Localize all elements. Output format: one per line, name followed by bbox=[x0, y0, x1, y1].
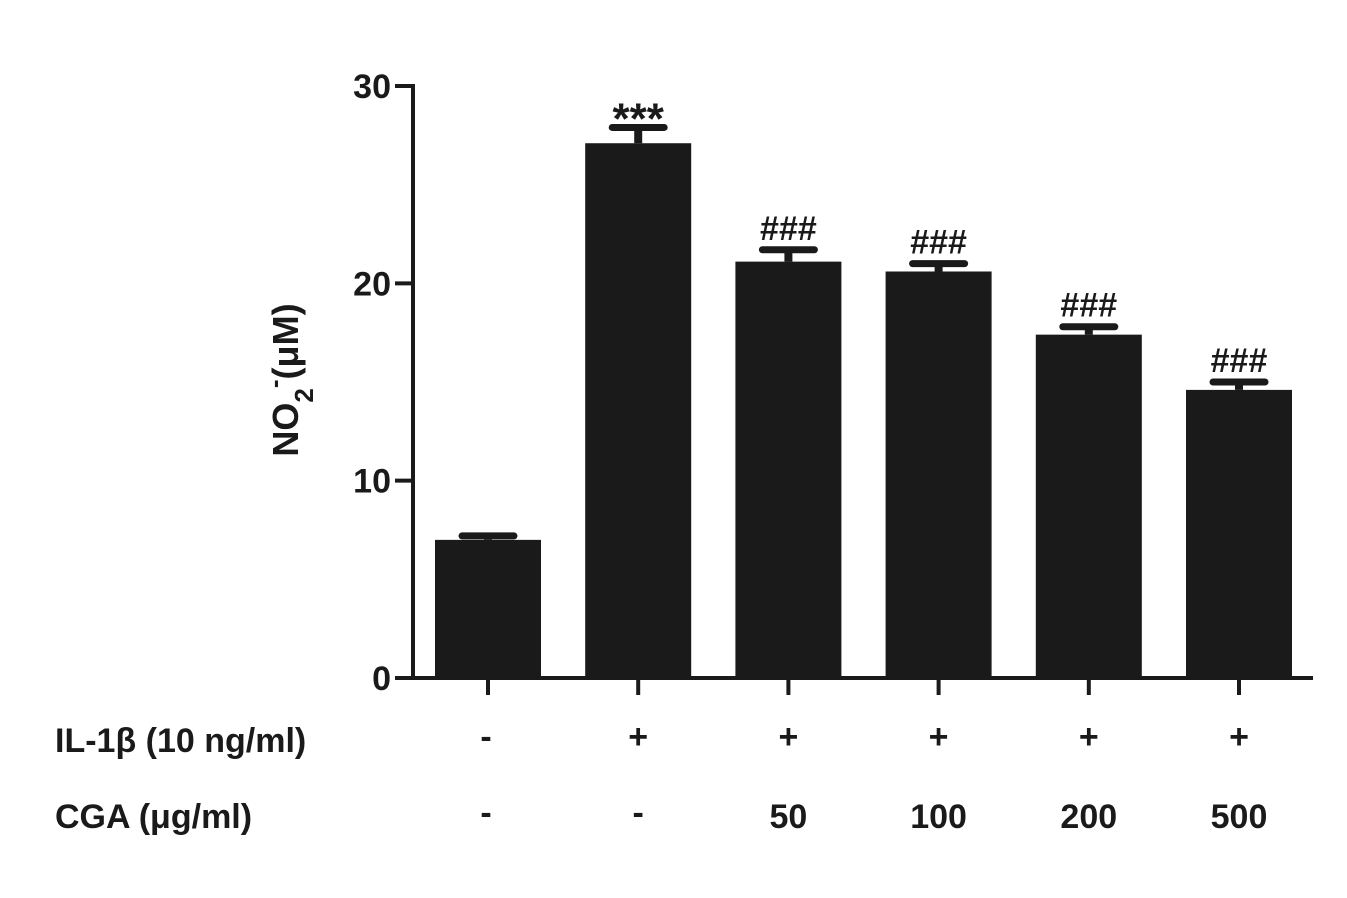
row-1-value-1: - bbox=[480, 718, 491, 756]
row-label-1: IL-1β (10 ng/ml) bbox=[55, 722, 306, 760]
error-bars-group bbox=[458, 123, 1269, 540]
row-2-value-2: - bbox=[633, 794, 644, 832]
row-1-value-3: + bbox=[778, 718, 798, 756]
bar-1 bbox=[435, 539, 541, 678]
row-1-value-4: + bbox=[929, 718, 949, 756]
axes-group: 0 10 20 30 bbox=[353, 68, 1313, 698]
row-1-value-2: + bbox=[628, 718, 648, 756]
significance-label-5: ### bbox=[1060, 287, 1117, 325]
bars-group bbox=[435, 143, 1292, 678]
significance-label-2: *** bbox=[613, 94, 665, 143]
significance-label-4: ### bbox=[910, 224, 967, 262]
y-tick-label-0: 0 bbox=[372, 660, 391, 698]
condition-table: IL-1β (10 ng/ml) - + + + + + CGA (μg/ml) - - 50 100… bbox=[55, 718, 1267, 836]
row-2-value-4: 100 bbox=[910, 798, 967, 836]
row-label-2: CGA (μg/ml) bbox=[55, 798, 252, 836]
significance-label-6: ### bbox=[1211, 342, 1268, 380]
y-axis-label-text: NO2-(μM) bbox=[259, 303, 319, 456]
row-2-value-5: 200 bbox=[1060, 798, 1117, 836]
y-axis-label: NO2-(μM) bbox=[259, 303, 319, 456]
bar-4 bbox=[885, 271, 992, 678]
y-tick-label-10: 10 bbox=[353, 463, 391, 501]
y-tick-label-30: 30 bbox=[353, 68, 391, 106]
row-2-value-1: - bbox=[480, 794, 491, 832]
bar-2 bbox=[585, 143, 692, 678]
row-2-value-6: 500 bbox=[1211, 798, 1268, 836]
y-tick-label-20: 20 bbox=[353, 265, 391, 303]
row-1-value-5: + bbox=[1079, 718, 1099, 756]
significance-label-3: ### bbox=[760, 210, 817, 248]
row-2-value-3: 50 bbox=[769, 798, 807, 836]
annotations-group: *** ### ### ### ### bbox=[613, 94, 1268, 380]
bar-6 bbox=[1186, 389, 1292, 678]
bar-5 bbox=[1035, 334, 1142, 678]
row-1-value-6: + bbox=[1229, 718, 1249, 756]
bar-3 bbox=[735, 261, 842, 678]
